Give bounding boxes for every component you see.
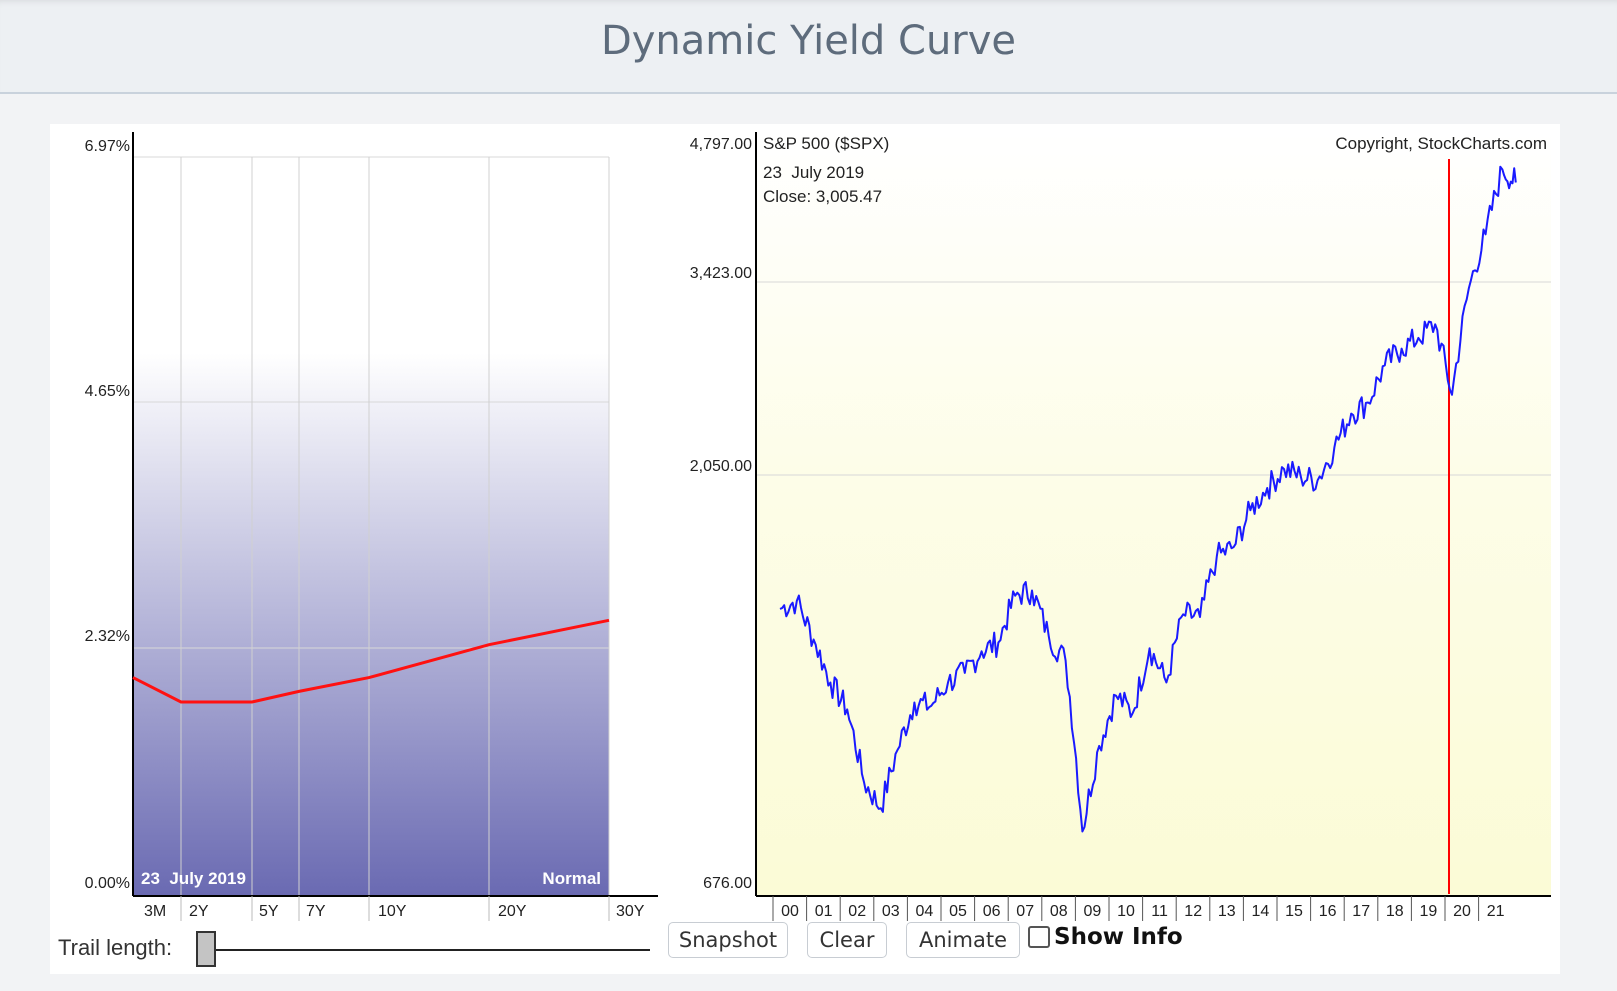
spx-x-tick-label: 05 xyxy=(949,903,967,920)
spx-x-ticks: 00 01 02 03 04 05 06 07 08 09 10 11 12 13 14 15 16 17 18 19… xyxy=(772,896,1505,921)
spx-x-tick-label: 08 xyxy=(1050,903,1068,920)
spx-copyright: Copyright, StockCharts.com xyxy=(1335,134,1547,153)
spx-x-tick-label: 00 xyxy=(781,903,799,920)
yield-shape-label: Normal xyxy=(542,869,601,888)
yield-x-ticks: 3M 2Y 5Y 7Y 10Y 20Y 30Y xyxy=(144,896,645,921)
spx-x-tick-label: 02 xyxy=(848,903,866,920)
spx-x-tick-label: 16 xyxy=(1319,903,1337,920)
yield-curve-chart: 6.97% 4.65% 2.32% 0.00% 3M 2Y 5Y 7Y 10Y … xyxy=(85,132,658,921)
spx-x-tick-label: 06 xyxy=(983,903,1001,920)
spx-chart: 4,797.00 3,423.00 2,050.00 676.00 S&P 50… xyxy=(690,132,1551,921)
yield-x-tick-label: 20Y xyxy=(498,903,527,920)
yield-gridlines-h xyxy=(133,156,609,649)
spx-x-tick-label: 18 xyxy=(1386,903,1404,920)
yield-x-tick-label: 3M xyxy=(144,903,166,920)
yield-y-tick: 0.00% xyxy=(85,875,130,892)
trail-length-track[interactable] xyxy=(212,949,650,951)
spx-x-tick-label: 17 xyxy=(1352,903,1370,920)
yield-x-tick-label: 10Y xyxy=(378,903,407,920)
spx-x-tick-label: 13 xyxy=(1218,903,1236,920)
spx-x-tick-label: 14 xyxy=(1252,903,1270,920)
animate-button[interactable]: Animate xyxy=(906,922,1020,958)
spx-x-tick-label: 04 xyxy=(916,903,934,920)
page-header: Dynamic Yield Curve xyxy=(0,0,1617,94)
yield-x-tick-label: 7Y xyxy=(306,903,326,920)
yield-date-label: 23 July 2019 xyxy=(141,869,246,888)
yield-x-tick-label: 5Y xyxy=(259,903,279,920)
yield-gridlines-v xyxy=(180,157,610,896)
show-info-label: Show Info xyxy=(1054,924,1183,950)
yield-x-tick-label: 2Y xyxy=(189,903,209,920)
spx-x-tick-label: 01 xyxy=(815,903,833,920)
yield-y-tick: 6.97% xyxy=(85,138,130,155)
show-info-toggle[interactable]: Show Info xyxy=(1028,924,1183,950)
spx-plot-area xyxy=(756,132,1551,896)
snapshot-button[interactable]: Snapshot xyxy=(668,922,788,958)
spx-x-tick-label: 19 xyxy=(1420,903,1438,920)
spx-x-tick-label: 20 xyxy=(1453,903,1471,920)
spx-close: Close: 3,005.47 xyxy=(763,187,882,206)
spx-x-tick-label: 09 xyxy=(1084,903,1102,920)
clear-button[interactable]: Clear xyxy=(807,922,887,958)
yield-plot-area xyxy=(133,142,609,896)
spx-x-tick-label: 12 xyxy=(1184,903,1202,920)
show-info-checkbox[interactable] xyxy=(1028,926,1050,948)
yield-x-tick-label: 30Y xyxy=(616,903,645,920)
spx-price-line xyxy=(779,165,1517,833)
yield-y-tick: 4.65% xyxy=(85,383,130,400)
spx-y-tick: 676.00 xyxy=(703,875,752,892)
spx-x-tick-label: 10 xyxy=(1117,903,1135,920)
spx-date: 23 July 2019 xyxy=(763,163,864,182)
spx-x-tick-label: 03 xyxy=(882,903,900,920)
page-title: Dynamic Yield Curve xyxy=(600,18,1017,64)
spx-y-tick: 2,050.00 xyxy=(690,458,752,475)
spx-x-tick-label: 15 xyxy=(1285,903,1303,920)
spx-y-tick: 3,423.00 xyxy=(690,265,752,282)
yield-y-tick: 2.32% xyxy=(85,628,130,645)
spx-x-tick-label: 11 xyxy=(1151,903,1168,920)
yield-curve-line xyxy=(132,618,610,704)
spx-x-tick-label: 07 xyxy=(1016,903,1034,920)
trail-length-label: Trail length: xyxy=(58,935,173,960)
spx-x-tick-label: 21 xyxy=(1487,903,1505,920)
trail-length-slider-handle[interactable] xyxy=(196,931,216,967)
spx-title: S&P 500 ($SPX) xyxy=(763,134,889,153)
spx-y-tick: 4,797.00 xyxy=(690,136,752,153)
